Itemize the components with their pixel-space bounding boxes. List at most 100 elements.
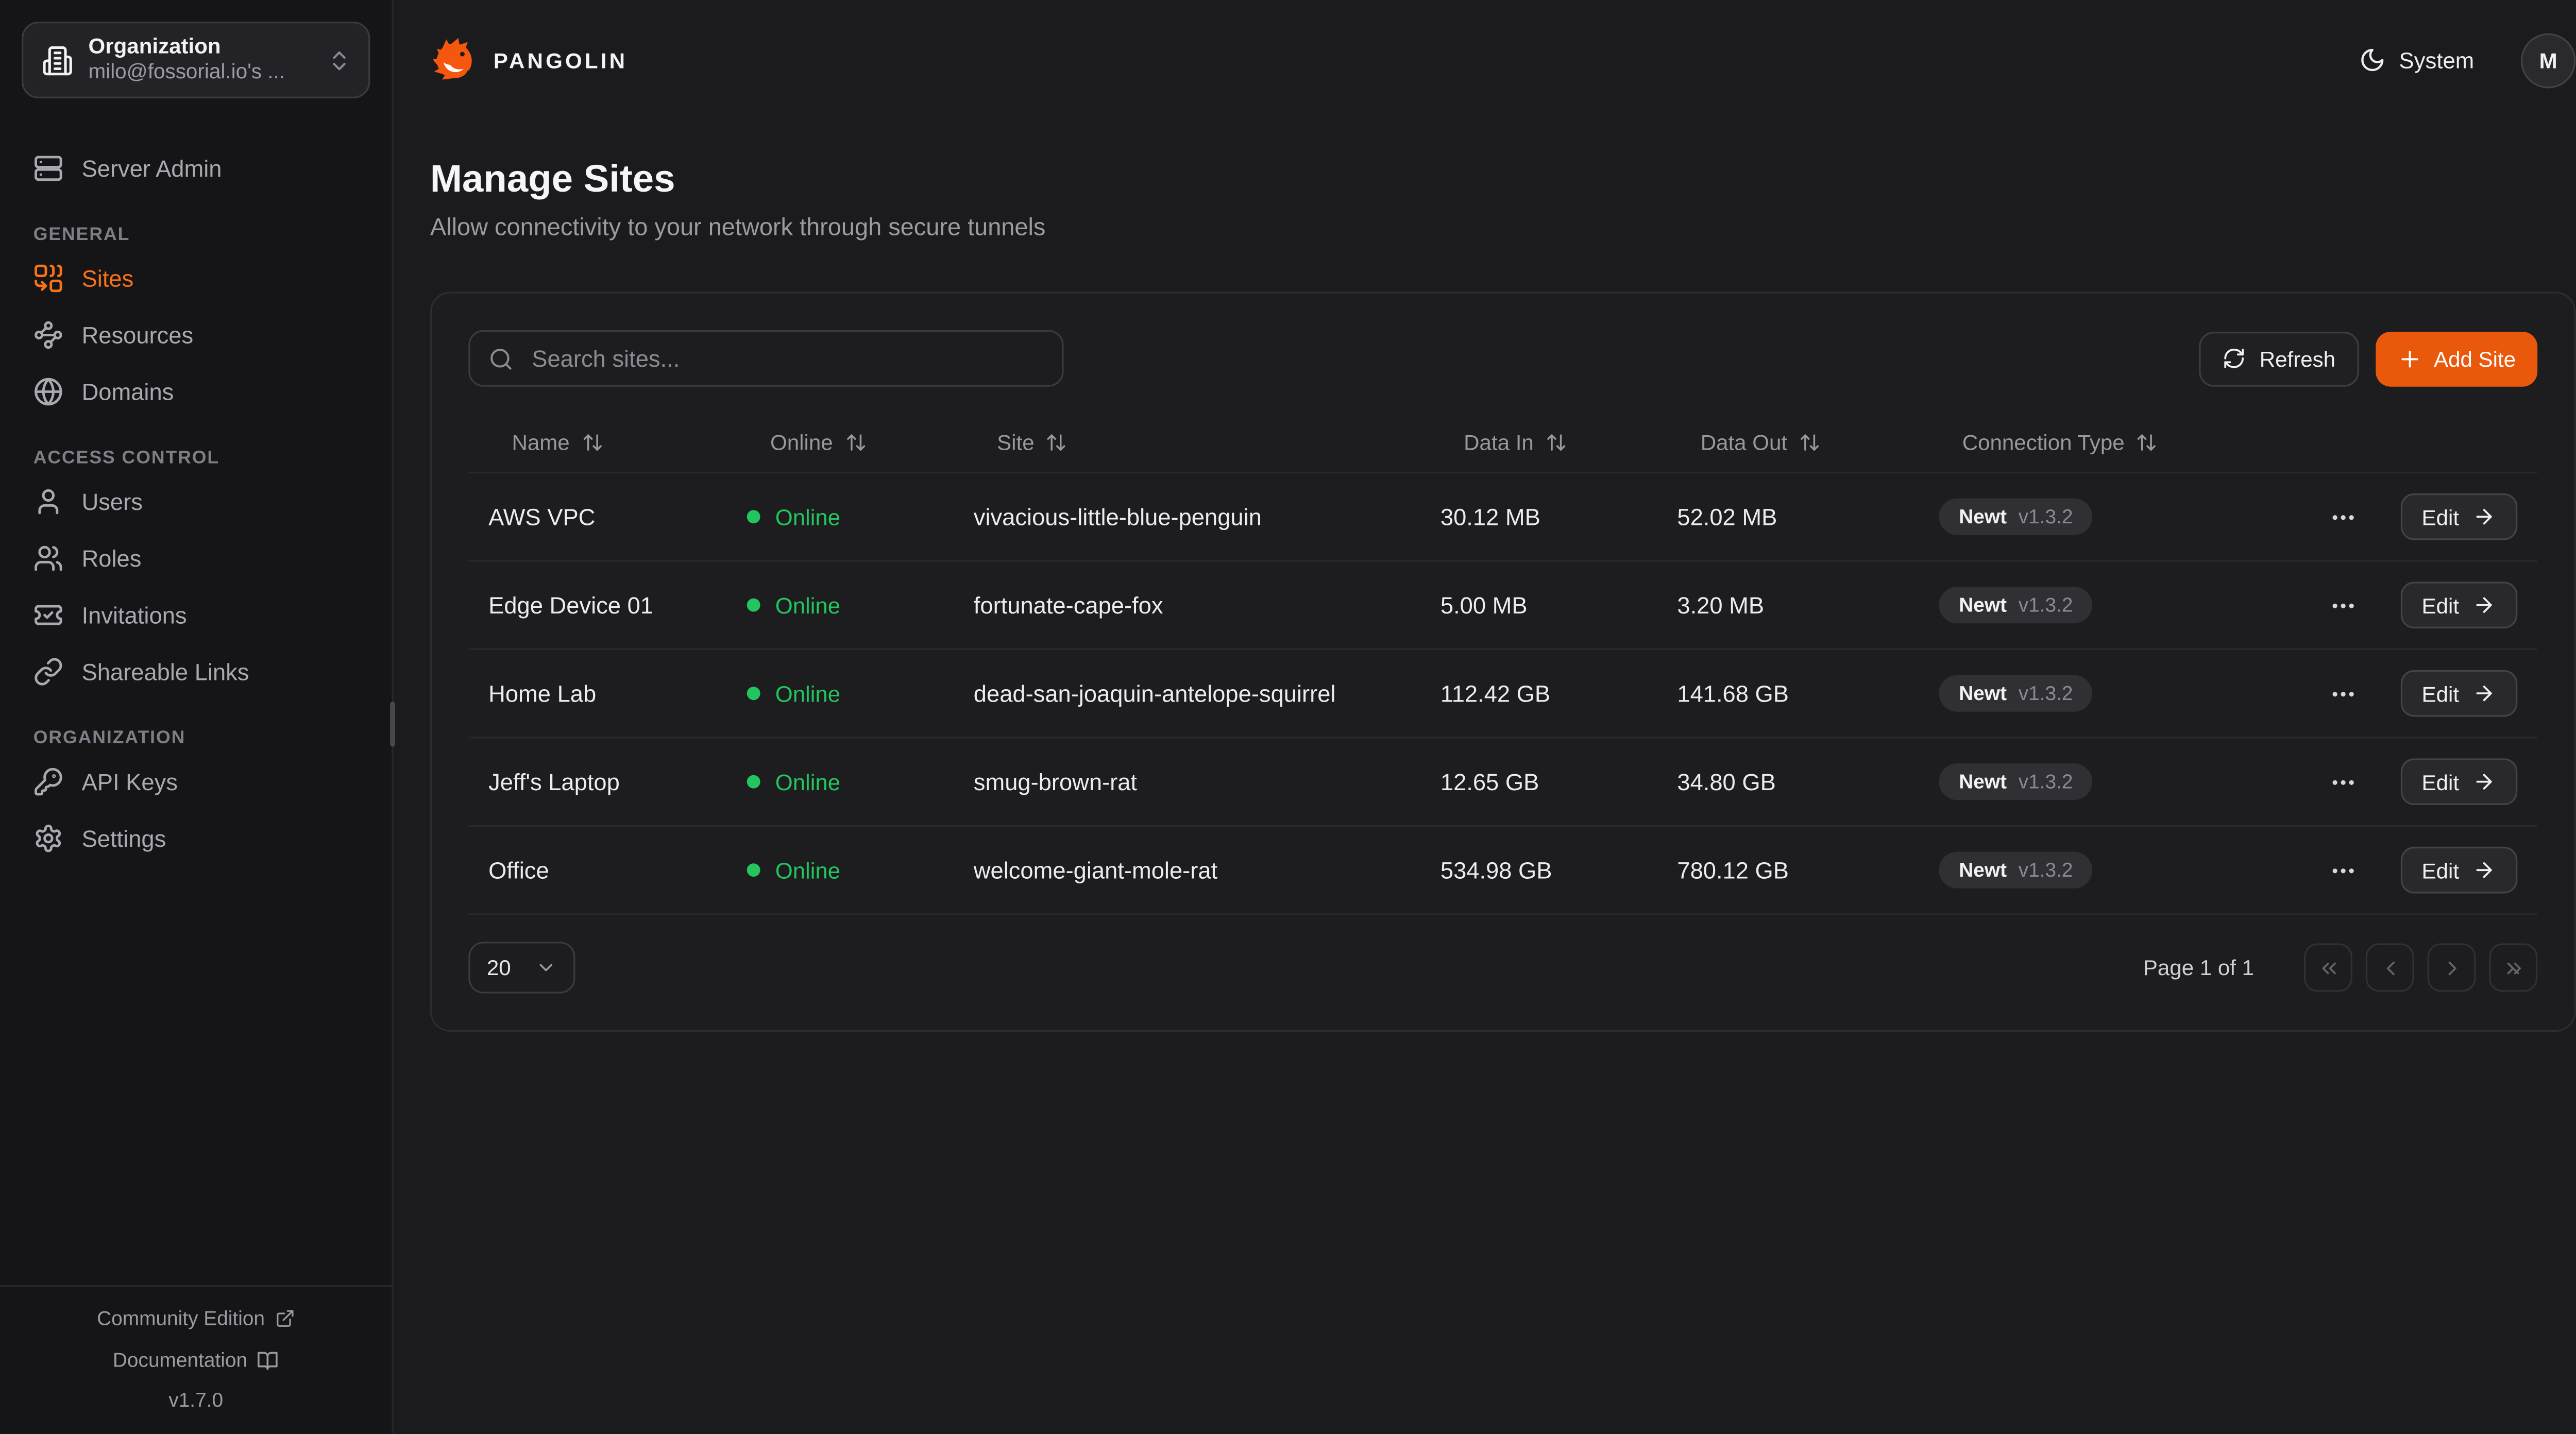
edit-button[interactable]: Edit xyxy=(2400,670,2518,717)
community-edition-link[interactable]: Community Edition xyxy=(87,1305,305,1332)
last-page-button[interactable] xyxy=(2489,943,2538,992)
cell-connection-type: Newt v1.3.2 xyxy=(1919,498,2316,535)
ellipsis-icon xyxy=(2328,503,2357,531)
ellipsis-icon xyxy=(2328,679,2357,708)
brand: PANGOLIN xyxy=(430,36,628,84)
sidebar-scrollbar-thumb[interactable] xyxy=(390,702,395,747)
column-header-site[interactable]: Site xyxy=(954,429,1420,457)
cell-name: Edge Device 01 xyxy=(488,591,653,619)
column-header-online[interactable]: Online xyxy=(727,429,954,457)
sidebar-item-label: Users xyxy=(81,488,143,515)
version-label: v1.7.0 xyxy=(168,1388,224,1412)
row-menu-button[interactable] xyxy=(2325,588,2360,623)
refresh-button[interactable]: Refresh xyxy=(2199,331,2359,386)
sidebar-section-general: GENERAL xyxy=(33,225,130,245)
sidebar-nav: Server Admin GENERAL Sites Resources Dom… xyxy=(0,120,392,867)
search-box[interactable] xyxy=(468,330,1064,387)
sidebar-item-label: Sites xyxy=(81,265,134,292)
row-menu-button[interactable] xyxy=(2325,852,2360,887)
plus-icon xyxy=(2397,346,2422,371)
online-status-dot xyxy=(747,863,760,877)
sort-icon xyxy=(1046,432,1067,453)
chevrons-right-icon xyxy=(2502,956,2525,979)
table-row: AWS VPC Online vivacious-little-blue-pen… xyxy=(468,473,2538,562)
waypoints-icon xyxy=(33,320,63,350)
edit-button[interactable]: Edit xyxy=(2400,758,2518,805)
sidebar-item-users[interactable]: Users xyxy=(27,473,365,530)
prev-page-button[interactable] xyxy=(2365,943,2414,992)
cell-connection-type: Newt v1.3.2 xyxy=(1919,763,2316,800)
online-status-dot xyxy=(747,775,760,789)
cell-data-in: 30.12 MB xyxy=(1440,503,1540,531)
first-page-button[interactable] xyxy=(2304,943,2352,992)
row-menu-button[interactable] xyxy=(2325,764,2360,799)
main: PANGOLIN System M Manage Sites Allow con… xyxy=(393,0,2576,1433)
cell-connection-type: Newt v1.3.2 xyxy=(1919,851,2316,889)
ellipsis-icon xyxy=(2328,856,2357,884)
table-body: AWS VPC Online vivacious-little-blue-pen… xyxy=(468,473,2538,915)
add-site-button[interactable]: Add Site xyxy=(2375,331,2538,386)
chevron-right-icon xyxy=(2440,956,2463,979)
cell-site: dead-san-joaquin-antelope-squirrel xyxy=(973,680,1336,707)
sidebar-item-api-keys[interactable]: API Keys xyxy=(27,754,365,810)
edit-button[interactable]: Edit xyxy=(2400,582,2518,628)
column-header-data-in[interactable]: Data In xyxy=(1420,429,1657,457)
chevron-down-icon xyxy=(535,957,557,978)
theme-toggle[interactable]: System xyxy=(2349,45,2484,75)
search-icon xyxy=(488,346,514,371)
sidebar-item-label: Roles xyxy=(81,545,142,572)
sidebar-section-organization: ORGANIZATION xyxy=(33,728,186,748)
cell-site: vivacious-little-blue-penguin xyxy=(973,503,1262,531)
column-header-name[interactable]: Name xyxy=(468,429,727,457)
sidebar-item-sites[interactable]: Sites xyxy=(27,250,365,306)
sidebar: Organization milo@fossorial.io's ... Ser… xyxy=(0,0,395,1433)
search-input[interactable] xyxy=(528,343,1044,373)
refresh-icon xyxy=(2223,347,2246,370)
sidebar-item-invitations[interactable]: Invitations xyxy=(27,587,365,643)
ellipsis-icon xyxy=(2328,591,2357,619)
documentation-link[interactable]: Documentation xyxy=(103,1347,289,1374)
column-header-data-out[interactable]: Data Out xyxy=(1657,429,1919,457)
sidebar-item-resources[interactable]: Resources xyxy=(27,306,365,363)
table-row: Edge Device 01 Online fortunate-cape-fox… xyxy=(468,562,2538,651)
sites-icon xyxy=(33,263,63,293)
sidebar-item-server-admin[interactable]: Server Admin xyxy=(27,140,365,197)
cell-actions: Edit xyxy=(2316,670,2537,717)
avatar[interactable]: M xyxy=(2520,32,2576,88)
online-status-dot xyxy=(747,510,760,524)
edit-button[interactable]: Edit xyxy=(2400,493,2518,540)
external-link-icon xyxy=(275,1308,295,1328)
moon-icon xyxy=(2359,47,2386,74)
theme-label: System xyxy=(2399,47,2475,73)
column-header-connection-type[interactable]: Connection Type xyxy=(1919,429,2316,457)
sidebar-item-domains[interactable]: Domains xyxy=(27,363,365,420)
org-switcher-title: Organization xyxy=(88,33,221,59)
sort-icon xyxy=(581,432,603,453)
server-icon xyxy=(33,153,63,183)
page-size-select[interactable]: 20 xyxy=(468,942,575,994)
page-title: Manage Sites xyxy=(430,157,675,200)
content: Manage Sites Allow connectivity to your … xyxy=(394,120,2576,1032)
edit-button[interactable]: Edit xyxy=(2400,846,2518,894)
globe-icon xyxy=(33,377,63,406)
sort-icon xyxy=(1545,432,1567,453)
toolbar: Refresh Add Site xyxy=(468,330,2538,387)
sidebar-item-label: Shareable Links xyxy=(81,658,249,685)
sidebar-item-shareable-links[interactable]: Shareable Links xyxy=(27,643,365,700)
pagination: 20 Page 1 of 1 xyxy=(468,942,2538,994)
sort-icon xyxy=(1799,432,1821,453)
row-menu-button[interactable] xyxy=(2325,499,2360,534)
sidebar-item-label: Domains xyxy=(81,378,174,405)
pangolin-logo xyxy=(430,36,479,84)
row-menu-button[interactable] xyxy=(2325,676,2360,711)
arrow-right-icon xyxy=(2472,682,2496,705)
next-page-button[interactable] xyxy=(2427,943,2476,992)
sidebar-item-settings[interactable]: Settings xyxy=(27,810,365,867)
sidebar-item-roles[interactable]: Roles xyxy=(27,530,365,587)
cell-data-out: 52.02 MB xyxy=(1677,503,1777,531)
ellipsis-icon xyxy=(2328,767,2357,796)
org-switcher[interactable]: Organization milo@fossorial.io's ... xyxy=(22,22,370,98)
cell-site: smug-brown-rat xyxy=(973,768,1138,795)
cell-name: AWS VPC xyxy=(488,503,596,531)
